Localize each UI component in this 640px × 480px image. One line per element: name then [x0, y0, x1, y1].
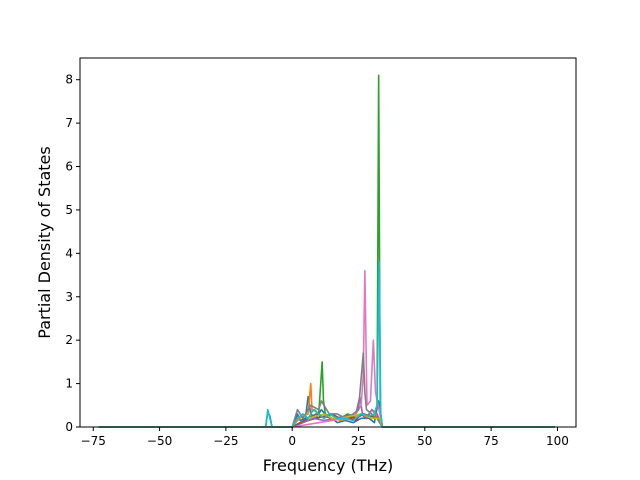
x-tick-label: 25 — [351, 434, 366, 448]
x-tick-label: 100 — [546, 434, 569, 448]
y-tick-label: 5 — [65, 203, 73, 217]
plot-frame — [79, 57, 577, 428]
series-line-7 — [98, 269, 555, 428]
series-line-8 — [98, 352, 555, 428]
series-lines — [98, 74, 555, 428]
series-line-10 — [98, 261, 555, 428]
x-axis: −75 −50 −25 0 25 50 75 100 — [81, 427, 569, 448]
x-tick-label: −75 — [81, 434, 106, 448]
y-axis-label: Partial Density of States — [35, 146, 54, 338]
x-tick-label: −50 — [147, 434, 172, 448]
x-axis-label: Frequency (THz) — [263, 456, 393, 475]
y-tick-label: 0 — [65, 420, 73, 434]
series-line-3 — [98, 74, 555, 428]
x-tick-label: 75 — [483, 434, 498, 448]
series-line-5 — [98, 395, 555, 428]
y-axis: 0 1 2 3 4 5 6 7 8 — [65, 73, 80, 434]
y-tick-label: 6 — [65, 160, 73, 174]
y-tick-label: 3 — [65, 290, 73, 304]
x-tick-label: 50 — [417, 434, 432, 448]
x-tick-label: 0 — [288, 434, 296, 448]
series-line-1 — [98, 395, 555, 428]
x-tick-label: −25 — [213, 434, 238, 448]
y-tick-label: 4 — [65, 246, 73, 260]
y-tick-label: 1 — [65, 377, 73, 391]
y-tick-label: 7 — [65, 116, 73, 130]
y-tick-label: 8 — [65, 73, 73, 87]
y-tick-label: 2 — [65, 333, 73, 347]
